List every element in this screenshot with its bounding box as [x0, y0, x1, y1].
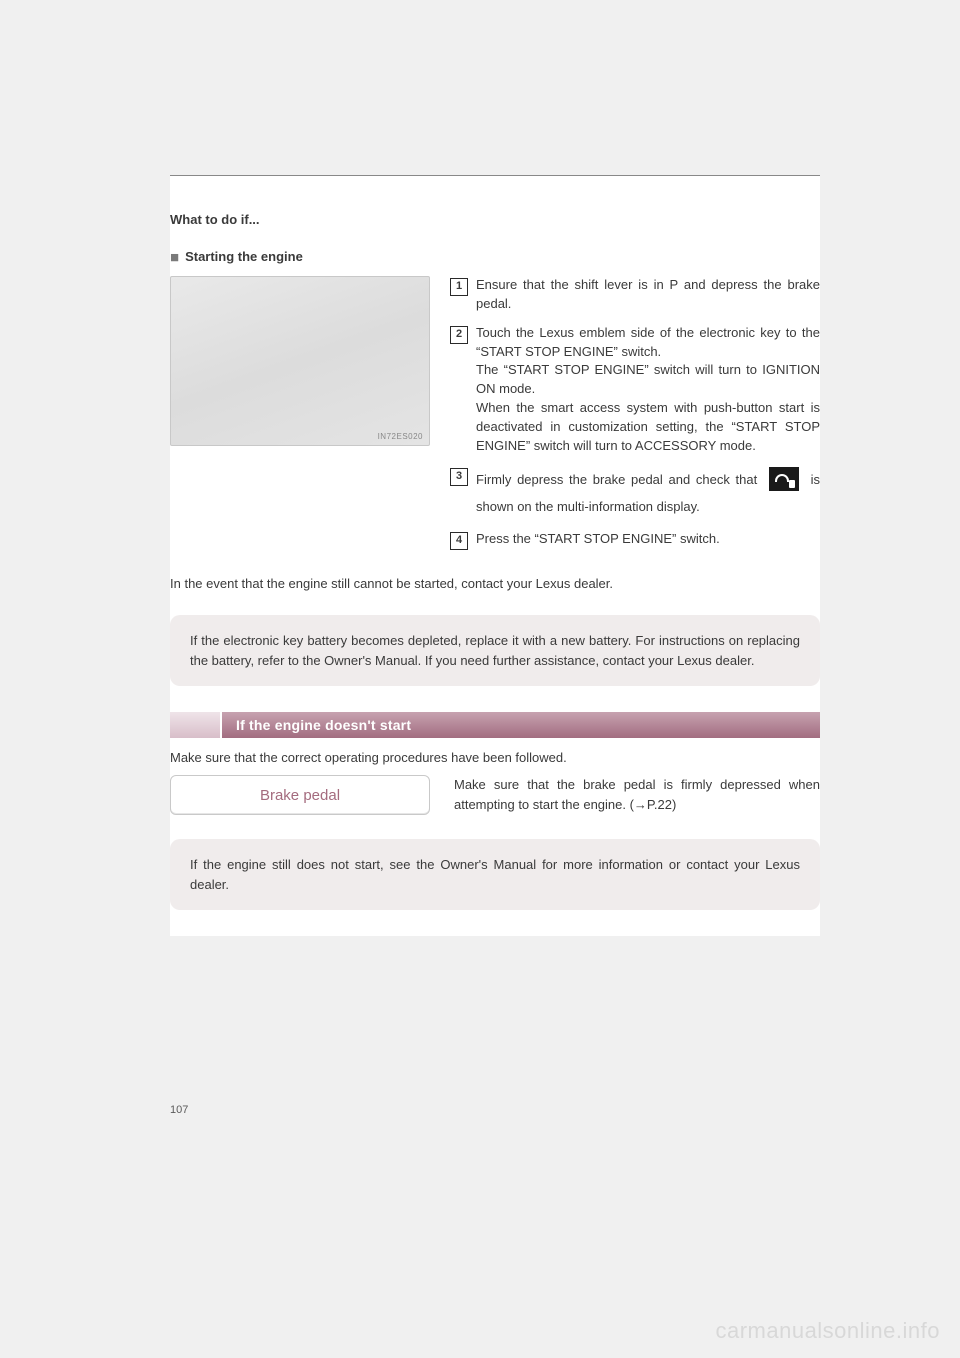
banner-swatch [170, 712, 222, 738]
step-num-icon: 4 [450, 532, 468, 550]
info-box-still-no-start: If the engine still does not start, see … [170, 839, 820, 910]
steps-list: 1 Ensure that the shift lever is in P an… [450, 276, 820, 560]
step-1: 1 Ensure that the shift lever is in P an… [450, 276, 820, 314]
section-banner: If the engine doesn't start [170, 712, 820, 738]
key-detected-icon [769, 467, 799, 491]
square-bullet-icon: ■ [170, 249, 179, 266]
key-illustration: IN72ES020 [170, 276, 430, 446]
illustration-steps-row: IN72ES020 1 Ensure that the shift lever … [170, 276, 820, 560]
step-body: Press the “START STOP ENGINE” switch. [476, 530, 720, 550]
step3-pre: Firmly depress the brake pedal and check… [476, 472, 763, 487]
section2-lead: Make sure that the correct operating pro… [170, 750, 820, 765]
breadcrumb: What to do if... [170, 212, 820, 227]
step-2: 2 Touch the Lexus emblem side of the ele… [450, 324, 820, 456]
page-number: 107 [170, 1104, 188, 1116]
brake-pedal-pill: Brake pedal [170, 775, 430, 815]
top-rule [170, 175, 820, 176]
banner-title: If the engine doesn't start [222, 712, 820, 738]
step-body: Ensure that the shift lever is in P and … [476, 276, 820, 314]
step-3: 3 Firmly depress the brake pedal and che… [450, 466, 820, 521]
step-4: 4 Press the “START STOP ENGINE” switch. [450, 530, 820, 550]
page-content: What to do if... ■ Starting the engine IN… [170, 175, 820, 936]
step-num-icon: 2 [450, 326, 468, 344]
step-body: Touch the Lexus emblem side of the elect… [476, 324, 820, 456]
step-num-icon: 1 [450, 278, 468, 296]
watermark: carmanualsonline.info [715, 1318, 940, 1344]
info-box-battery: If the electronic key battery becomes de… [170, 615, 820, 686]
brake-pedal-desc: Make sure that the brake pedal is firmly… [454, 775, 820, 815]
note-line: In the event that the engine still canno… [170, 576, 820, 591]
step-body: Firmly depress the brake pedal and check… [476, 466, 820, 521]
subheading-text: Starting the engine [185, 249, 303, 264]
subheading: ■ Starting the engine [170, 249, 820, 266]
brake-pedal-row: Brake pedal Make sure that the brake ped… [170, 775, 820, 815]
illustration-tag: IN72ES020 [378, 432, 423, 441]
step-num-icon: 3 [450, 468, 468, 486]
